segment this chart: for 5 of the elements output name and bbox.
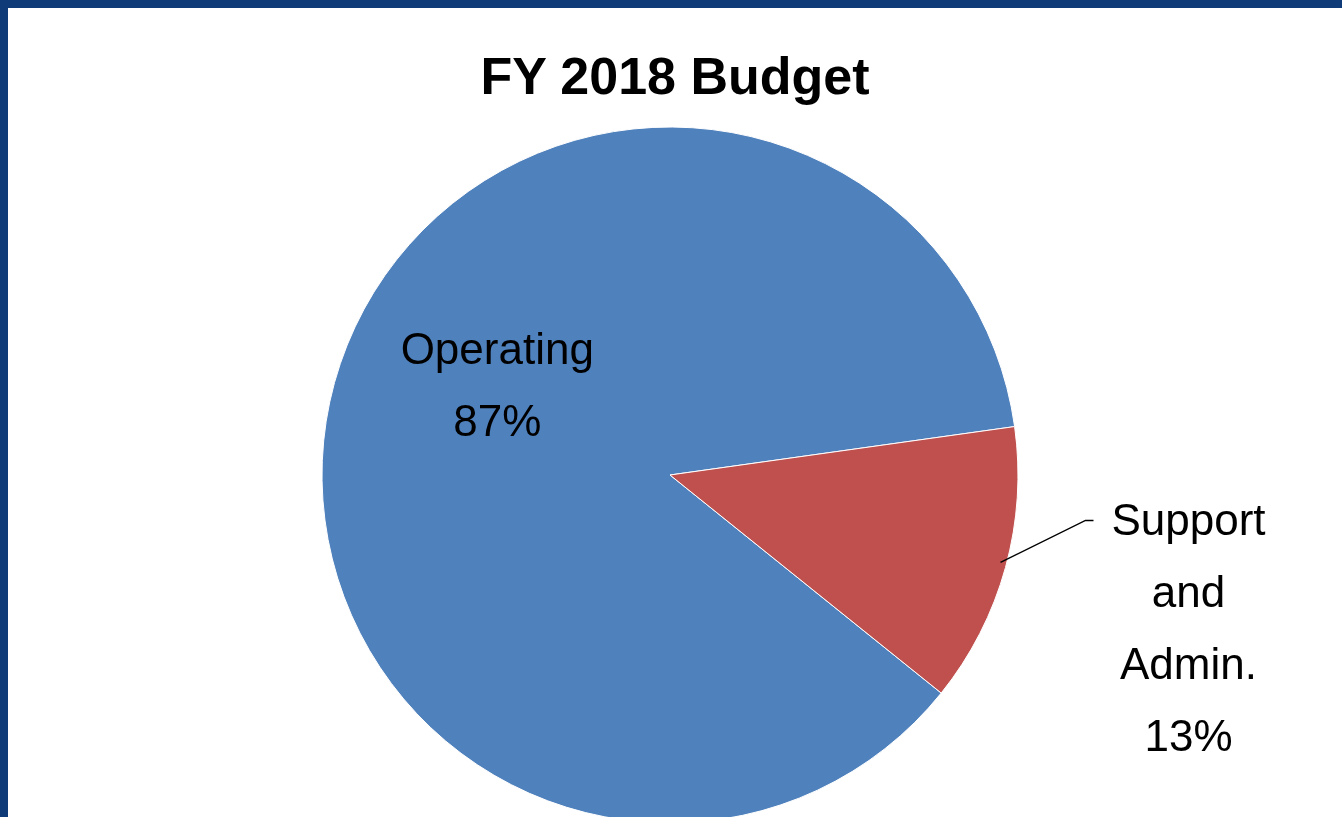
chart-title: FY 2018 Budget — [479, 46, 871, 106]
data-label: 87% — [453, 395, 542, 445]
slice-label: Operating — [400, 323, 594, 373]
data-label: 13% — [1144, 711, 1233, 761]
slice-label: Support and Admin. — [1111, 495, 1266, 689]
